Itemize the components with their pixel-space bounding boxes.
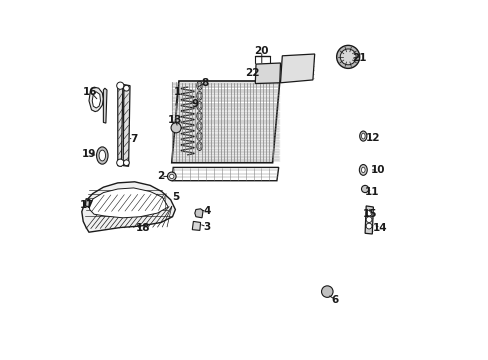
Text: 19: 19: [81, 149, 96, 159]
Text: 12: 12: [366, 132, 380, 143]
Text: 4: 4: [203, 206, 210, 216]
Text: 7: 7: [130, 134, 137, 144]
Ellipse shape: [361, 133, 365, 139]
Ellipse shape: [359, 165, 366, 175]
Text: 17: 17: [80, 200, 94, 210]
Circle shape: [366, 223, 371, 229]
Text: 1: 1: [174, 87, 181, 97]
Polygon shape: [85, 199, 89, 207]
Polygon shape: [255, 63, 280, 84]
Text: 13: 13: [168, 114, 182, 125]
Polygon shape: [81, 182, 175, 232]
Text: 22: 22: [244, 68, 259, 78]
Circle shape: [117, 159, 123, 166]
Polygon shape: [118, 85, 122, 166]
Circle shape: [123, 160, 129, 166]
Text: 6: 6: [331, 294, 338, 305]
Text: 16: 16: [83, 87, 98, 97]
Circle shape: [167, 172, 176, 181]
Text: 3: 3: [203, 222, 210, 232]
Circle shape: [336, 45, 359, 68]
Circle shape: [366, 210, 371, 216]
Polygon shape: [89, 188, 168, 218]
Text: 9: 9: [191, 99, 198, 109]
Polygon shape: [123, 85, 130, 166]
Polygon shape: [365, 206, 373, 234]
Text: 20: 20: [254, 46, 268, 56]
Circle shape: [117, 82, 123, 89]
Circle shape: [171, 123, 181, 133]
Polygon shape: [171, 81, 279, 163]
Circle shape: [169, 174, 174, 179]
Ellipse shape: [359, 131, 366, 141]
Circle shape: [340, 49, 355, 65]
Polygon shape: [103, 88, 107, 123]
Polygon shape: [92, 92, 101, 108]
Circle shape: [123, 85, 129, 91]
Text: 5: 5: [171, 192, 179, 202]
Text: 21: 21: [351, 53, 366, 63]
Circle shape: [361, 185, 368, 193]
Circle shape: [321, 286, 332, 297]
Ellipse shape: [361, 167, 365, 172]
Ellipse shape: [96, 147, 108, 164]
Text: 11: 11: [365, 186, 379, 197]
Circle shape: [366, 217, 371, 222]
Polygon shape: [171, 167, 278, 181]
Text: 10: 10: [370, 165, 384, 175]
Polygon shape: [194, 209, 203, 218]
Text: 15: 15: [362, 209, 376, 219]
Text: 2: 2: [157, 171, 164, 181]
Ellipse shape: [99, 150, 105, 161]
Polygon shape: [89, 87, 103, 112]
Text: 18: 18: [136, 222, 150, 233]
Text: 8: 8: [201, 78, 208, 88]
Text: 14: 14: [372, 222, 387, 233]
Polygon shape: [192, 221, 200, 230]
Polygon shape: [280, 54, 314, 83]
